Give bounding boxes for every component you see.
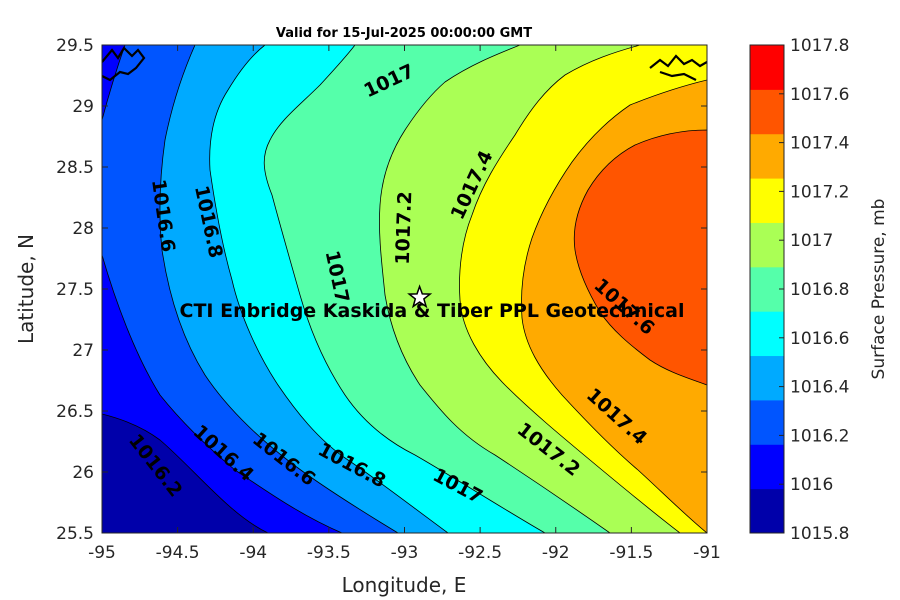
colorbar-swatch bbox=[750, 45, 784, 90]
contour-label: 1017.2 bbox=[392, 191, 417, 265]
colorbar-tick-label: 1017.8 bbox=[790, 36, 849, 56]
x-tick-label: -91 bbox=[693, 543, 721, 563]
colorbar-swatch bbox=[750, 488, 784, 534]
colorbar-tick-label: 1016.6 bbox=[790, 329, 849, 349]
x-axis-label: Longitude, E bbox=[342, 573, 467, 597]
x-tick-label: -94.5 bbox=[156, 543, 200, 563]
x-tick-label: -93.5 bbox=[307, 543, 351, 563]
x-tick-label: -92.5 bbox=[458, 543, 502, 563]
site-star-marker bbox=[407, 284, 433, 309]
y-axis-ticks: 25.5 26 26.5 27 27.5 28 28.5 29 29.5 bbox=[56, 36, 707, 544]
colorbar-swatch bbox=[750, 355, 784, 401]
colorbar-swatch bbox=[750, 89, 784, 135]
map-title: Valid for 15-Jul-2025 00:00:00 GMT bbox=[276, 26, 532, 41]
site-annotation: CTI Enbridge Kaskida & Tiber PPL Geotech… bbox=[180, 300, 685, 322]
y-tick-label: 27 bbox=[72, 341, 94, 361]
colorbar-swatch bbox=[750, 266, 784, 312]
y-tick-label: 28.5 bbox=[56, 158, 94, 178]
y-tick-label: 25.5 bbox=[56, 524, 94, 544]
colorbar-tick-label: 1017.4 bbox=[790, 134, 849, 154]
y-tick-label: 29.5 bbox=[56, 36, 94, 56]
colorbar-swatch bbox=[750, 399, 784, 445]
x-axis-ticks: -95 -94.5 -94 -93.5 -93 -92.5 -92 -91.5 -91 bbox=[88, 45, 721, 563]
coastline-west bbox=[102, 46, 146, 82]
colorbar-swatch bbox=[750, 178, 784, 223]
y-tick-label: 26.5 bbox=[56, 402, 94, 422]
x-tick-label: -95 bbox=[88, 543, 116, 563]
y-tick-label: 26 bbox=[72, 463, 94, 483]
colorbar-label: Surface Pressure, mb bbox=[869, 199, 889, 380]
x-tick-label: -93 bbox=[391, 543, 419, 563]
y-tick-label: 27.5 bbox=[56, 280, 94, 300]
colorbar-tick-label: 1017.6 bbox=[790, 85, 849, 105]
colorbar-swatch bbox=[750, 444, 784, 490]
x-tick-label: -94 bbox=[239, 543, 267, 563]
x-tick-label: -91.5 bbox=[609, 543, 653, 563]
colorbar-tick-label: 1016.2 bbox=[790, 426, 849, 446]
x-tick-label: -92 bbox=[542, 543, 570, 563]
colorbar-swatch bbox=[750, 133, 784, 179]
colorbar-swatch bbox=[750, 311, 784, 357]
colorbar-tick-label: 1016.8 bbox=[790, 280, 849, 300]
y-tick-label: 29 bbox=[72, 97, 94, 117]
y-tick-label: 28 bbox=[72, 219, 94, 239]
colorbar-tick-label: 1016.4 bbox=[790, 378, 849, 398]
colorbar-tick-label: 1016 bbox=[790, 475, 833, 495]
colorbar: 1015.8 1016 1016.2 1016.4 1016.6 1016.8 1017 10… bbox=[749, 36, 849, 544]
colorbar-tick-label: 1017.2 bbox=[790, 182, 849, 202]
colorbar-swatch bbox=[750, 222, 784, 268]
coastline-east bbox=[649, 54, 707, 81]
band-1017-6 bbox=[573, 129, 707, 386]
colorbar-tick-label: 1017 bbox=[790, 231, 833, 251]
colorbar-tick-label: 1015.8 bbox=[790, 524, 849, 544]
y-axis-label: Latitude, N bbox=[14, 234, 38, 344]
